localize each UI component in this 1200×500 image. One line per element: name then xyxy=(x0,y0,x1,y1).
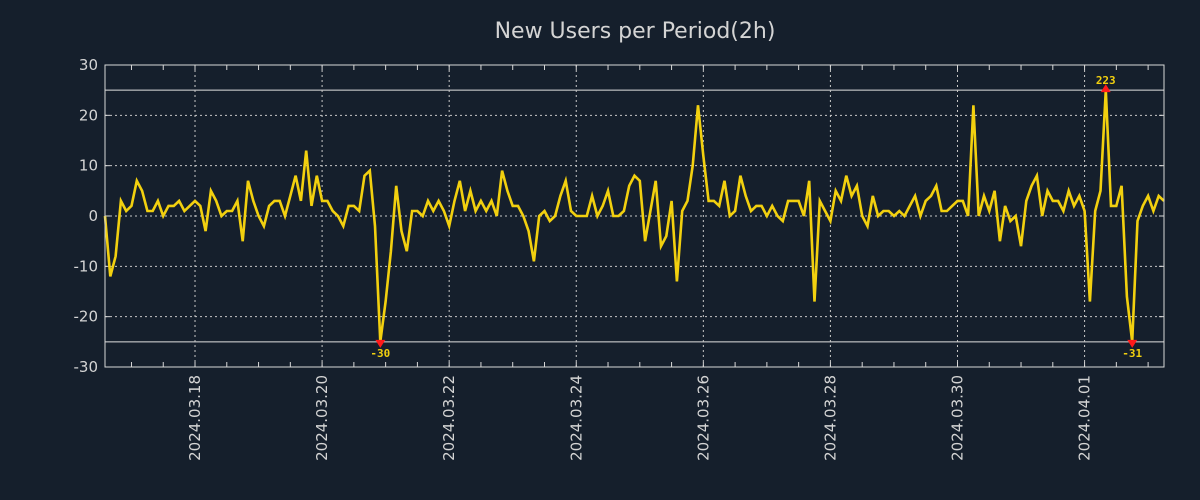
x-tick-label: 2024.03.24 xyxy=(567,375,585,461)
annotation-label: 223 xyxy=(1096,74,1116,87)
x-tick-label: 2024.03.26 xyxy=(694,375,712,461)
series xyxy=(103,90,1165,342)
clip-down-arrow-icon xyxy=(1127,339,1138,348)
y-tick-label: -20 xyxy=(74,308,99,326)
y-tick-label: 10 xyxy=(79,157,98,175)
annotations: -30 223 -31 xyxy=(370,74,1142,360)
clip-down-arrow-icon xyxy=(375,339,386,348)
series-line-new-users xyxy=(103,90,1165,342)
grid xyxy=(105,65,1164,367)
x-tick-label: 2024.03.28 xyxy=(821,375,839,461)
y-tick-label: 20 xyxy=(79,106,98,124)
annotation-label: -31 xyxy=(1122,347,1142,360)
plot-frame xyxy=(104,64,1165,368)
chart-title: New Users per Period(2h) xyxy=(495,19,776,44)
x-tick-label: 2024.04.01 xyxy=(1076,375,1094,461)
x-tick-label: 2024.03.30 xyxy=(948,375,966,461)
y-tick-label: -10 xyxy=(74,257,99,275)
annotation-label: -30 xyxy=(370,347,390,360)
x-axis: 2024.03.18 2024.03.20 2024.03.22 2024.03.24… xyxy=(130,65,1149,461)
x-tick-label: 2024.03.18 xyxy=(186,375,204,461)
y-tick-label: -30 xyxy=(74,358,99,376)
clip-up-arrow-icon xyxy=(1100,84,1111,93)
y-tick-label: 30 xyxy=(79,56,98,74)
x-tick-label: 2024.03.20 xyxy=(313,375,331,461)
y-tick-label: 0 xyxy=(88,207,98,225)
x-tick-label: 2024.03.22 xyxy=(440,375,458,461)
